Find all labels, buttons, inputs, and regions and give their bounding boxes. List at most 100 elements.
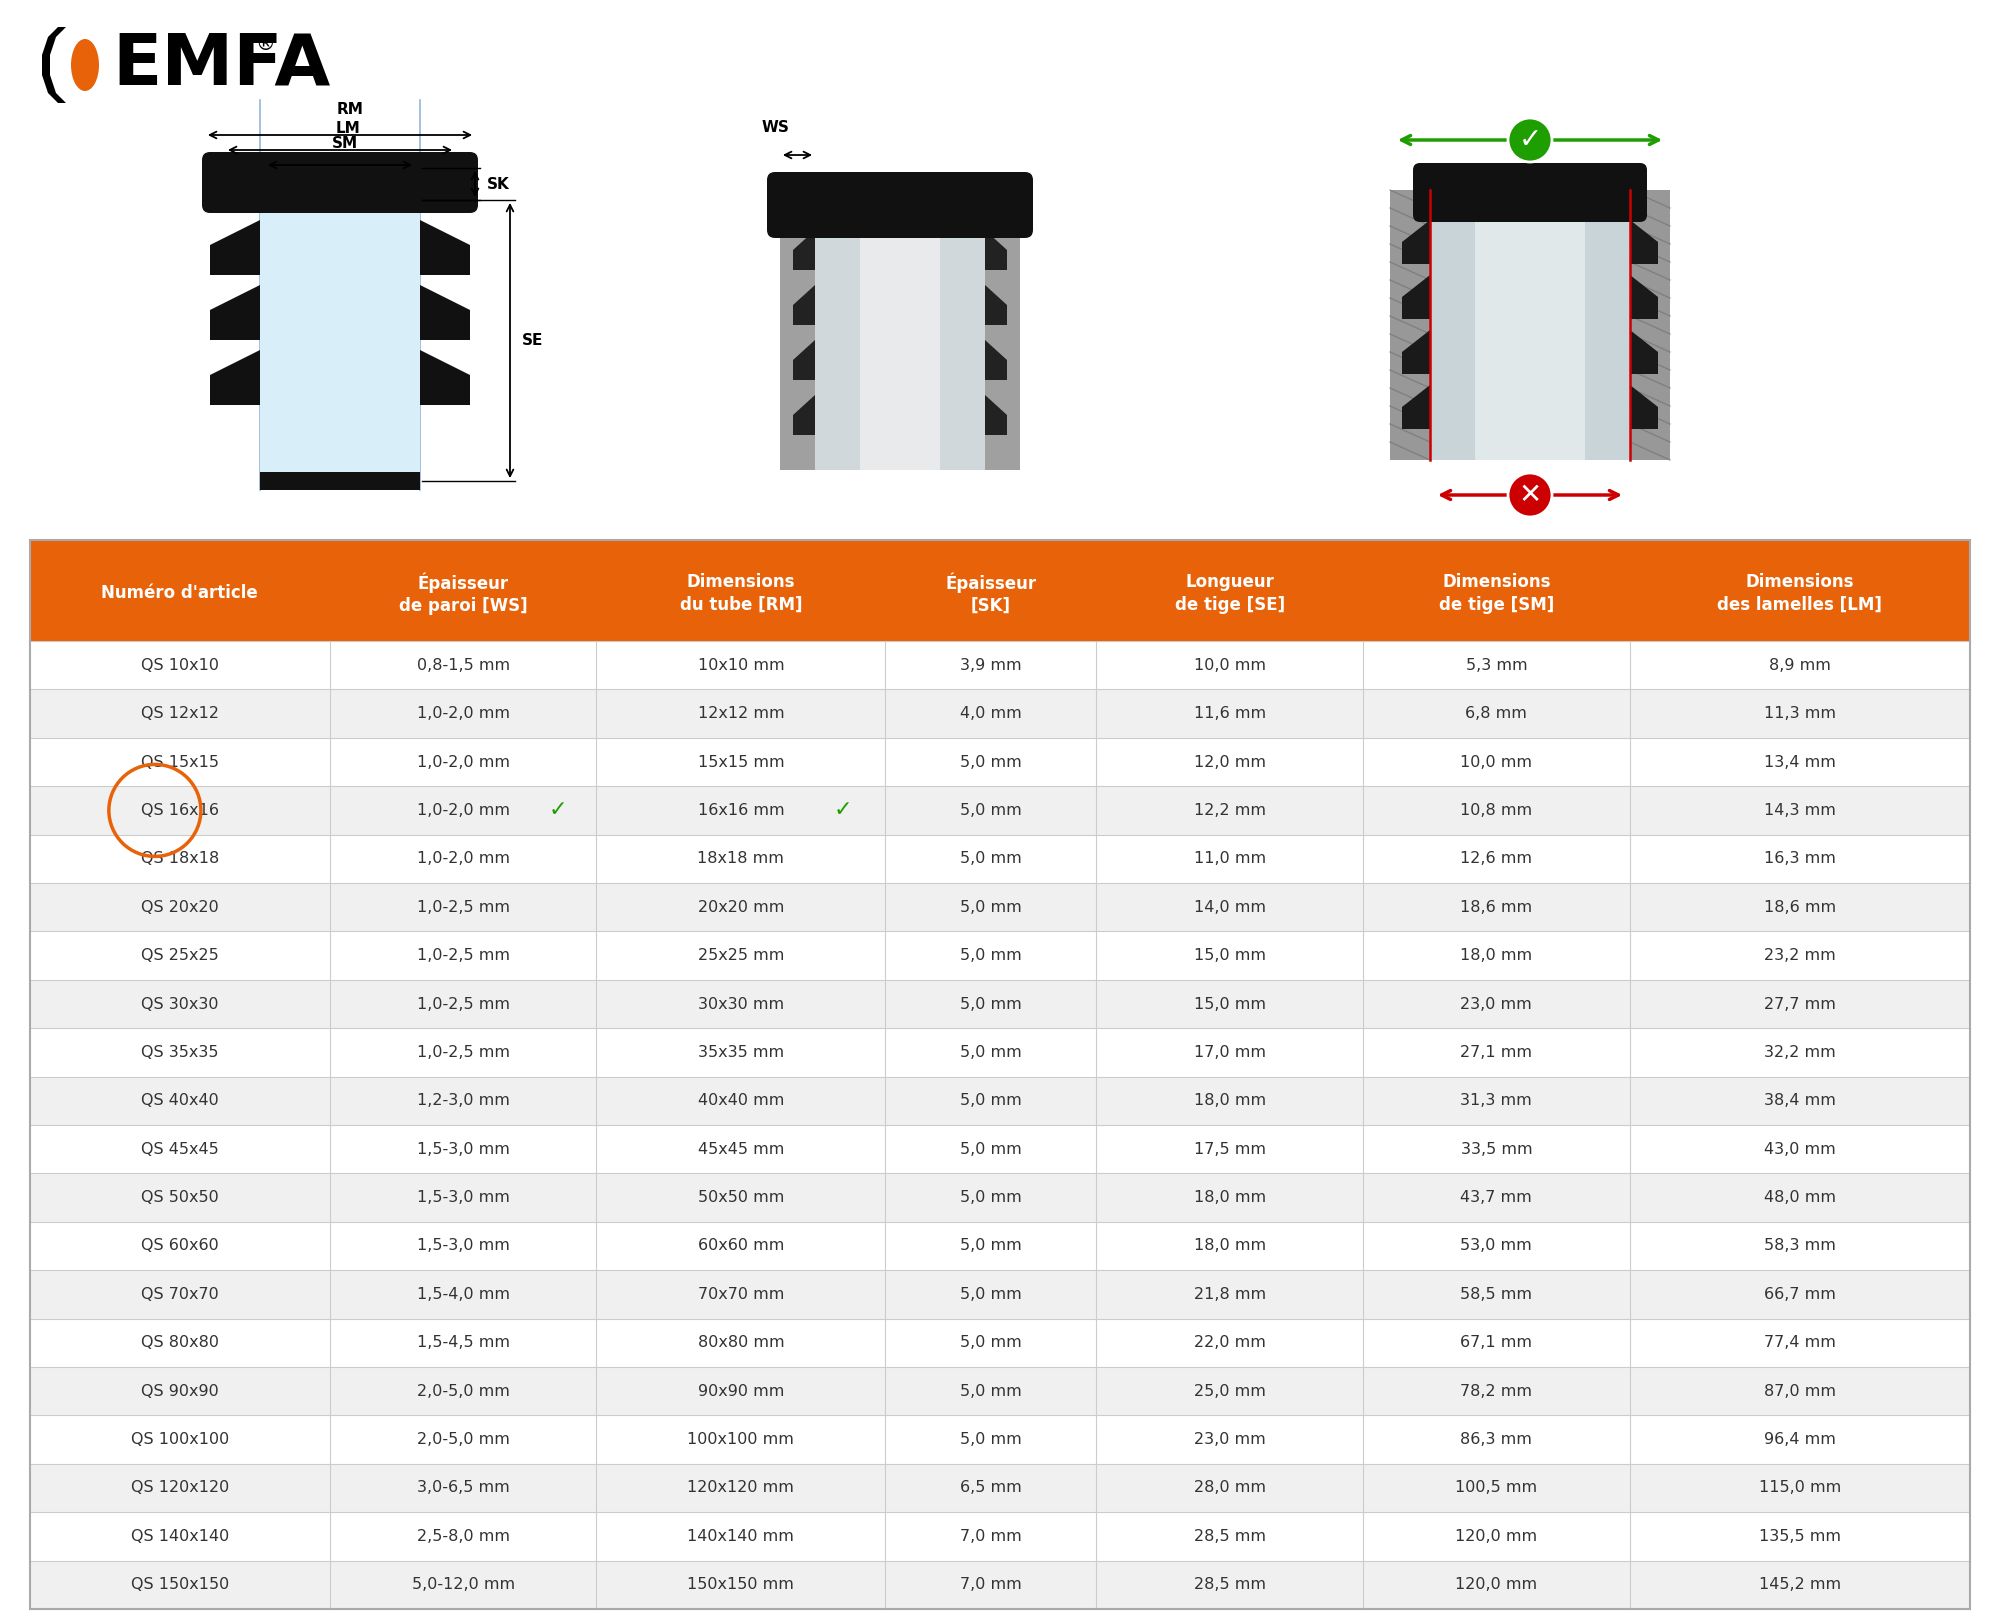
FancyBboxPatch shape — [260, 175, 420, 490]
Text: QS 120x120: QS 120x120 — [130, 1480, 228, 1495]
Text: 67,1 mm: 67,1 mm — [1460, 1335, 1532, 1351]
Text: QS 15x15: QS 15x15 — [140, 754, 218, 770]
Text: 11,3 mm: 11,3 mm — [1764, 705, 1836, 722]
Text: 5,0 mm: 5,0 mm — [960, 1142, 1022, 1157]
Text: 28,5 mm: 28,5 mm — [1194, 1529, 1266, 1544]
Text: 43,0 mm: 43,0 mm — [1764, 1142, 1836, 1157]
FancyBboxPatch shape — [30, 1125, 1970, 1173]
Text: 5,0 mm: 5,0 mm — [960, 1094, 1022, 1108]
Text: 0,8-1,5 mm: 0,8-1,5 mm — [416, 657, 510, 673]
Text: 5,0-12,0 mm: 5,0-12,0 mm — [412, 1578, 514, 1592]
Text: 18,0 mm: 18,0 mm — [1194, 1238, 1266, 1254]
Polygon shape — [1402, 385, 1430, 429]
Text: 20x20 mm: 20x20 mm — [698, 900, 784, 914]
Text: Épaisseur
[SK]: Épaisseur [SK] — [946, 573, 1036, 615]
Text: SK: SK — [488, 176, 510, 191]
Text: RM: RM — [336, 102, 364, 116]
Text: 100x100 mm: 100x100 mm — [688, 1432, 794, 1446]
Text: 100,5 mm: 100,5 mm — [1456, 1480, 1538, 1495]
Text: 10,8 mm: 10,8 mm — [1460, 803, 1532, 819]
Text: QS 90x90: QS 90x90 — [140, 1383, 218, 1398]
FancyBboxPatch shape — [202, 152, 478, 214]
FancyBboxPatch shape — [260, 472, 420, 490]
FancyBboxPatch shape — [30, 1319, 1970, 1367]
Text: QS 50x50: QS 50x50 — [140, 1191, 218, 1205]
Text: 1,0-2,0 mm: 1,0-2,0 mm — [416, 803, 510, 819]
Text: 38,4 mm: 38,4 mm — [1764, 1094, 1836, 1108]
Text: 78,2 mm: 78,2 mm — [1460, 1383, 1532, 1398]
Text: QS 20x20: QS 20x20 — [140, 900, 218, 914]
Text: Dimensions
de tige [SM]: Dimensions de tige [SM] — [1438, 573, 1554, 613]
Text: 5,0 mm: 5,0 mm — [960, 1286, 1022, 1302]
Text: 12x12 mm: 12x12 mm — [698, 705, 784, 722]
Text: 1,2-3,0 mm: 1,2-3,0 mm — [416, 1094, 510, 1108]
Polygon shape — [984, 285, 1008, 325]
Text: 1,0-2,0 mm: 1,0-2,0 mm — [416, 754, 510, 770]
Text: 32,2 mm: 32,2 mm — [1764, 1045, 1836, 1060]
Text: QS 150x150: QS 150x150 — [130, 1578, 228, 1592]
Text: 5,0 mm: 5,0 mm — [960, 948, 1022, 963]
Polygon shape — [792, 230, 816, 270]
FancyBboxPatch shape — [1390, 189, 1430, 460]
Text: 8,9 mm: 8,9 mm — [1768, 657, 1830, 673]
FancyBboxPatch shape — [30, 1513, 1970, 1561]
Text: QS 16x16: QS 16x16 — [140, 803, 218, 819]
Text: 5,0 mm: 5,0 mm — [960, 851, 1022, 866]
Circle shape — [1508, 118, 1552, 162]
Text: 5,0 mm: 5,0 mm — [960, 997, 1022, 1011]
Text: 1,5-4,0 mm: 1,5-4,0 mm — [416, 1286, 510, 1302]
Polygon shape — [1402, 220, 1430, 264]
FancyBboxPatch shape — [1630, 189, 1670, 460]
Text: 70x70 mm: 70x70 mm — [698, 1286, 784, 1302]
Text: 1,0-2,5 mm: 1,0-2,5 mm — [416, 1045, 510, 1060]
Text: 18,6 mm: 18,6 mm — [1460, 900, 1532, 914]
Text: 27,1 mm: 27,1 mm — [1460, 1045, 1532, 1060]
Text: 15,0 mm: 15,0 mm — [1194, 997, 1266, 1011]
Text: 23,0 mm: 23,0 mm — [1460, 997, 1532, 1011]
Text: 1,0-2,0 mm: 1,0-2,0 mm — [416, 851, 510, 866]
Text: 53,0 mm: 53,0 mm — [1460, 1238, 1532, 1254]
Text: 135,5 mm: 135,5 mm — [1758, 1529, 1840, 1544]
Text: 1,5-3,0 mm: 1,5-3,0 mm — [416, 1238, 510, 1254]
Text: QS 60x60: QS 60x60 — [140, 1238, 218, 1254]
Text: 12,6 mm: 12,6 mm — [1460, 851, 1532, 866]
Polygon shape — [210, 220, 260, 275]
Polygon shape — [792, 340, 816, 380]
Text: QS 25x25: QS 25x25 — [140, 948, 218, 963]
Polygon shape — [1630, 220, 1658, 264]
Text: 115,0 mm: 115,0 mm — [1758, 1480, 1840, 1495]
Polygon shape — [984, 230, 1008, 270]
Polygon shape — [1402, 330, 1430, 374]
Text: ✓: ✓ — [548, 801, 568, 820]
Polygon shape — [1630, 385, 1658, 429]
FancyBboxPatch shape — [768, 172, 1032, 238]
Text: 1,5-3,0 mm: 1,5-3,0 mm — [416, 1142, 510, 1157]
Text: 13,4 mm: 13,4 mm — [1764, 754, 1836, 770]
Text: 5,0 mm: 5,0 mm — [960, 1045, 1022, 1060]
Text: 150x150 mm: 150x150 mm — [688, 1578, 794, 1592]
Text: 18,0 mm: 18,0 mm — [1194, 1191, 1266, 1205]
Polygon shape — [420, 220, 470, 275]
Text: 5,0 mm: 5,0 mm — [960, 754, 1022, 770]
Polygon shape — [1630, 330, 1658, 374]
Text: 2,0-5,0 mm: 2,0-5,0 mm — [416, 1432, 510, 1446]
Text: 120,0 mm: 120,0 mm — [1456, 1529, 1538, 1544]
Text: 40x40 mm: 40x40 mm — [698, 1094, 784, 1108]
Text: 16x16 mm: 16x16 mm — [698, 803, 784, 819]
Text: QS 12x12: QS 12x12 — [140, 705, 218, 722]
Text: 43,7 mm: 43,7 mm — [1460, 1191, 1532, 1205]
Polygon shape — [792, 395, 816, 435]
FancyBboxPatch shape — [30, 786, 1970, 835]
FancyBboxPatch shape — [780, 201, 816, 469]
Text: EMFA: EMFA — [112, 31, 330, 99]
Text: 60x60 mm: 60x60 mm — [698, 1238, 784, 1254]
FancyBboxPatch shape — [1476, 189, 1584, 460]
FancyBboxPatch shape — [30, 540, 1970, 545]
Text: 90x90 mm: 90x90 mm — [698, 1383, 784, 1398]
Polygon shape — [984, 395, 1008, 435]
FancyBboxPatch shape — [30, 1173, 1970, 1222]
FancyBboxPatch shape — [30, 1561, 1970, 1608]
Text: Dimensions
des lamelles [LM]: Dimensions des lamelles [LM] — [1718, 573, 1882, 613]
Polygon shape — [42, 28, 66, 104]
Text: 25x25 mm: 25x25 mm — [698, 948, 784, 963]
